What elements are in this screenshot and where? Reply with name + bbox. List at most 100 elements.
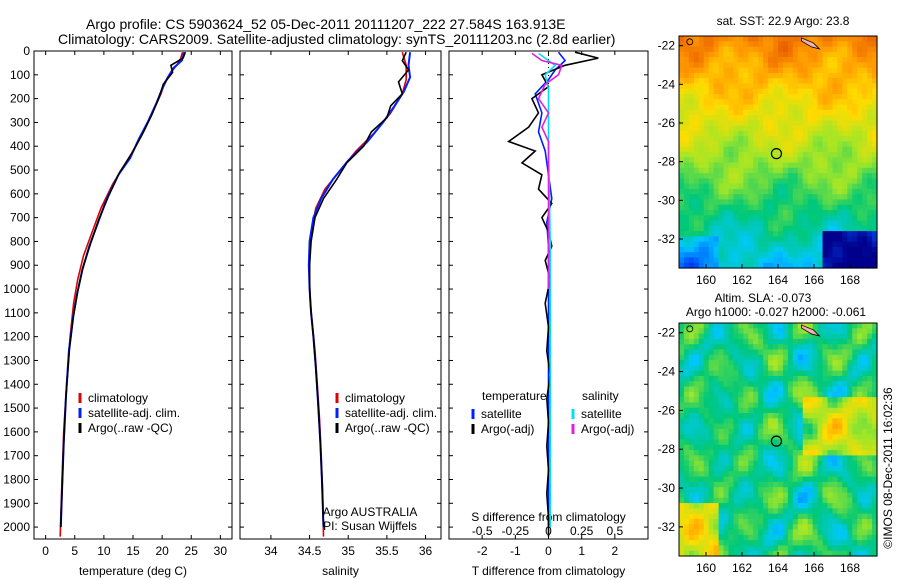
map-cell [683, 257, 690, 264]
map-cell [753, 115, 759, 121]
map-cell [862, 62, 868, 69]
map-cell [817, 349, 824, 356]
map-cell [728, 125, 735, 132]
map-cell [782, 41, 789, 48]
map-cell [782, 157, 789, 164]
map-cell [763, 487, 769, 494]
map-cell [792, 423, 799, 430]
map-cell [773, 487, 779, 494]
map-cell [842, 231, 848, 237]
map-cell [822, 46, 829, 53]
map-cell [782, 455, 789, 462]
map-cell [753, 178, 759, 185]
map-cell [768, 109, 774, 116]
map-cell [688, 57, 695, 63]
map-cell [743, 262, 749, 269]
map-cell [748, 204, 754, 211]
map-cell [802, 146, 809, 153]
map-cell [728, 524, 735, 531]
map-cell [832, 241, 838, 248]
map-cell [718, 381, 725, 388]
map-cell [832, 439, 838, 446]
map-cell [733, 78, 739, 85]
map-cell [787, 476, 794, 483]
map-cell [718, 136, 725, 143]
map-cell [782, 162, 789, 169]
map-cell [679, 67, 685, 74]
map-cell [713, 162, 720, 169]
map-cell [797, 252, 804, 259]
map-cell [698, 199, 705, 206]
map-cell [683, 428, 690, 435]
map-cell [862, 199, 868, 206]
map-cell [693, 141, 700, 148]
map-cell [753, 418, 759, 425]
map-cell [797, 444, 804, 451]
map-cell [728, 141, 735, 148]
map-cell [738, 333, 744, 340]
map-cell [723, 167, 730, 174]
map-cell [738, 439, 744, 446]
map-cell [728, 157, 735, 164]
map-cell [758, 246, 764, 253]
map-cell [688, 157, 695, 164]
map-cell [713, 78, 720, 85]
map-cell [778, 204, 784, 211]
map-cell [852, 178, 858, 185]
map-cell [753, 344, 759, 351]
map-cell [708, 173, 715, 179]
map-cell [822, 397, 829, 404]
map-cell [867, 534, 873, 541]
map-cell [787, 497, 794, 504]
map-cell [867, 173, 873, 179]
map-cell [763, 83, 769, 90]
map-cell [738, 262, 744, 269]
map-cell [753, 51, 759, 58]
map-cell [728, 220, 735, 227]
map-cell [837, 476, 843, 483]
map-cell [867, 199, 873, 206]
map-cell [728, 236, 735, 243]
map-cell [827, 252, 834, 259]
map-cell [867, 188, 873, 195]
map-cell [797, 360, 804, 366]
map-cell [718, 262, 725, 269]
map-cell [738, 328, 744, 335]
map-cell [758, 375, 764, 382]
map-cell [807, 62, 814, 69]
map-cell [778, 215, 784, 222]
map-cell [679, 220, 685, 227]
map-cell [773, 455, 779, 462]
map-cell [773, 476, 779, 483]
map-cell [693, 94, 700, 100]
map-cell [743, 476, 749, 483]
map-cell [817, 518, 824, 525]
map-cell [688, 130, 695, 137]
map-cell [842, 246, 848, 253]
map-cell [778, 503, 784, 509]
map-cell [787, 391, 794, 398]
map-cell [872, 407, 878, 414]
map-cell [773, 120, 779, 127]
map-cell [867, 397, 873, 404]
map-cell [763, 365, 769, 372]
map-cell [693, 476, 700, 483]
map-cell [738, 391, 744, 398]
map-cell [862, 162, 868, 169]
map-cell [857, 204, 863, 211]
map-cell [842, 413, 848, 419]
map-cell [768, 51, 774, 58]
map-cell [723, 99, 730, 106]
sst-map-title: sat. SST: 22.9 Argo: 23.8 [717, 14, 850, 28]
map-cell [738, 88, 744, 95]
map-cell [758, 41, 764, 48]
map-cell [713, 173, 720, 179]
map-cell [778, 540, 784, 547]
map-cell [698, 465, 705, 472]
map-cell [802, 88, 809, 95]
map-cell [797, 199, 804, 206]
map-cell [812, 529, 819, 536]
map-cell [782, 262, 789, 269]
map-cell [782, 540, 789, 547]
map-cell [842, 51, 848, 58]
